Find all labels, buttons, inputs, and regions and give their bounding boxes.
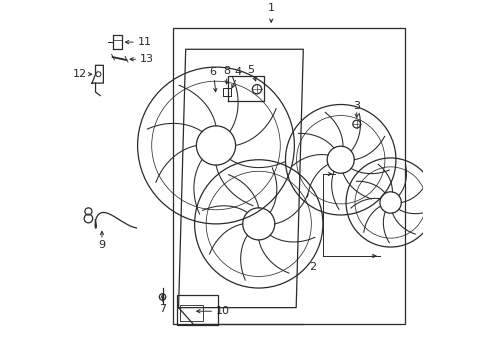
- Bar: [173, 28, 404, 324]
- Bar: [179, 305, 203, 321]
- Text: 3: 3: [352, 100, 360, 111]
- Text: 1: 1: [267, 3, 274, 13]
- Text: 8: 8: [223, 66, 230, 76]
- Text: 4: 4: [234, 67, 242, 77]
- Text: 7: 7: [159, 305, 166, 314]
- Text: 6: 6: [208, 67, 216, 77]
- Text: 10: 10: [216, 306, 230, 316]
- Text: 13: 13: [139, 54, 153, 64]
- Bar: [177, 295, 217, 325]
- Text: 2: 2: [308, 262, 315, 272]
- Text: 5: 5: [247, 65, 254, 75]
- Text: 11: 11: [138, 37, 151, 47]
- Text: 12: 12: [73, 69, 87, 79]
- Text: 9: 9: [98, 240, 105, 250]
